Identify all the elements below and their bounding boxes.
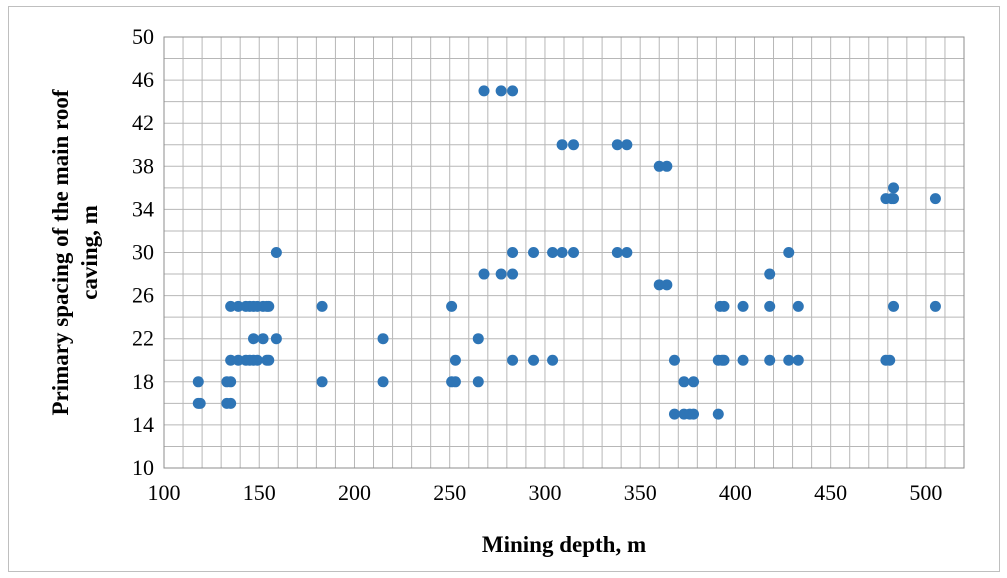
x-tick-label: 250: [433, 480, 466, 505]
y-tick-label: 30: [132, 240, 154, 265]
y-tick-label: 18: [132, 369, 154, 394]
data-point: [669, 409, 680, 420]
data-point: [450, 376, 461, 387]
data-point: [263, 301, 274, 312]
y-axis-title-line-2: caving, m: [77, 205, 102, 300]
data-point: [669, 355, 680, 366]
y-tick-label: 42: [132, 110, 154, 135]
y-tick-label: 10: [132, 455, 154, 480]
data-point: [719, 301, 730, 312]
data-point: [719, 355, 730, 366]
y-tick-label: 26: [132, 283, 154, 308]
x-tick-label: 150: [243, 480, 276, 505]
data-point: [884, 355, 895, 366]
data-point: [547, 355, 558, 366]
data-point: [713, 409, 724, 420]
data-point: [496, 269, 507, 280]
data-point: [450, 355, 461, 366]
data-point: [547, 247, 558, 258]
x-tick-label: 200: [338, 480, 371, 505]
data-point: [764, 269, 775, 280]
data-point: [557, 247, 568, 258]
data-point: [783, 355, 794, 366]
data-point: [738, 355, 749, 366]
data-point: [528, 355, 539, 366]
data-point: [507, 269, 518, 280]
x-tick-label: 400: [719, 480, 752, 505]
data-point: [317, 376, 328, 387]
data-point: [496, 85, 507, 96]
data-point: [479, 85, 490, 96]
y-tick-labels: 10 14 18 22 26 30 34 38 42 46 50: [132, 24, 154, 480]
y-tick-label: 38: [132, 153, 154, 178]
x-tick-label: 100: [148, 480, 181, 505]
data-point: [248, 333, 259, 344]
data-point: [661, 279, 672, 290]
data-point: [507, 85, 518, 96]
y-tick-label: 22: [132, 326, 154, 351]
data-point: [317, 301, 328, 312]
y-axis-title-line-1: Primary spacing of the main roof: [48, 89, 73, 415]
data-point: [568, 139, 579, 150]
data-point: [193, 376, 204, 387]
data-point: [621, 139, 632, 150]
data-point: [888, 301, 899, 312]
data-point: [764, 355, 775, 366]
data-point: [661, 161, 672, 172]
data-point: [621, 247, 632, 258]
data-point: [793, 301, 804, 312]
data-point: [271, 247, 282, 258]
x-tick-label: 300: [528, 480, 561, 505]
data-point: [888, 182, 899, 193]
data-point: [258, 333, 269, 344]
data-point: [263, 355, 274, 366]
data-point: [888, 193, 899, 204]
data-point: [446, 301, 457, 312]
data-point: [473, 376, 484, 387]
data-point: [793, 355, 804, 366]
x-tick-label: 350: [624, 480, 657, 505]
y-tick-label: 14: [132, 412, 154, 437]
data-point: [195, 398, 206, 409]
data-point: [930, 301, 941, 312]
data-point: [479, 269, 490, 280]
y-tick-label: 34: [132, 196, 154, 221]
data-point: [688, 376, 699, 387]
data-point: [612, 247, 623, 258]
data-point: [507, 247, 518, 258]
data-point: [688, 409, 699, 420]
data-point: [225, 376, 236, 387]
data-point: [507, 355, 518, 366]
y-tick-label: 50: [132, 24, 154, 49]
y-tick-label: 46: [132, 67, 154, 92]
data-point: [679, 376, 690, 387]
data-point: [473, 333, 484, 344]
data-point: [612, 139, 623, 150]
data-point: [738, 301, 749, 312]
x-tick-labels: 100 150 200 250 300 350 400 450 500: [148, 480, 943, 505]
data-point: [252, 355, 263, 366]
data-point: [271, 333, 282, 344]
data-point: [557, 139, 568, 150]
data-point: [764, 301, 775, 312]
x-tick-label: 450: [814, 480, 847, 505]
data-point: [930, 193, 941, 204]
data-point: [378, 333, 389, 344]
x-tick-label: 500: [909, 480, 942, 505]
data-point: [783, 247, 794, 258]
x-axis-title: Mining depth, m: [482, 532, 646, 557]
data-point: [528, 247, 539, 258]
data-point: [378, 376, 389, 387]
data-point: [225, 398, 236, 409]
data-point: [568, 247, 579, 258]
